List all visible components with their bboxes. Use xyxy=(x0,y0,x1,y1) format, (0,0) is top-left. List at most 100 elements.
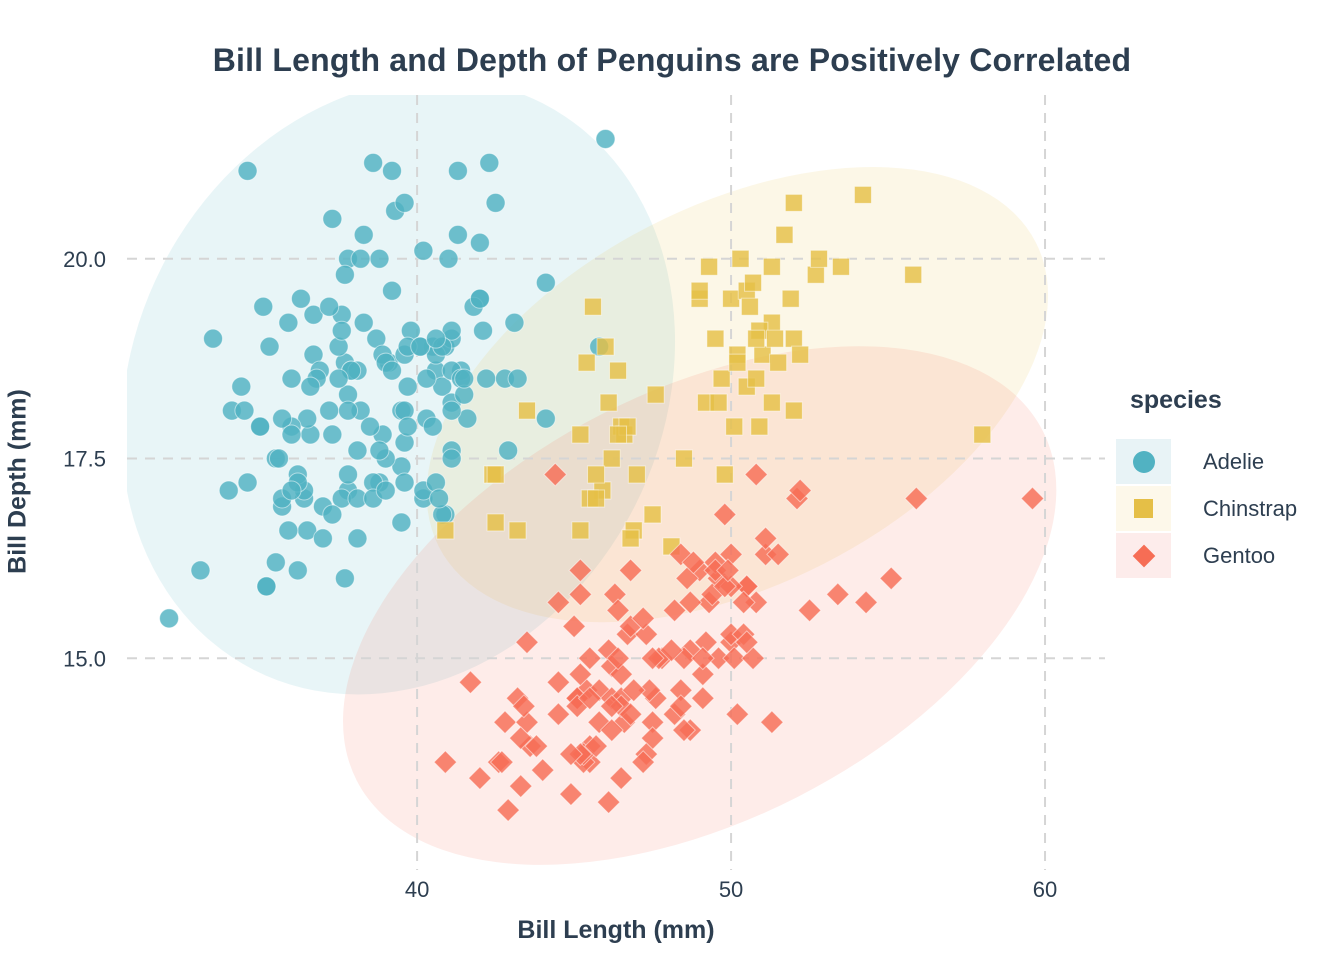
y-tick-label: 17.5 xyxy=(63,447,106,472)
adelie-point xyxy=(369,248,390,269)
adelie-point xyxy=(413,240,434,261)
gentoo-point xyxy=(879,566,904,591)
adelie-point xyxy=(290,288,311,309)
legend-key-gentoo xyxy=(1116,533,1171,578)
chinstrap-point xyxy=(791,345,810,364)
adelie-point xyxy=(438,248,459,269)
chinstrap-point xyxy=(766,329,785,348)
adelie-point xyxy=(278,312,299,333)
gentoo-point xyxy=(618,558,643,583)
adelie-point xyxy=(353,224,374,245)
chinstrap-point xyxy=(517,401,536,420)
chinstrap-point xyxy=(722,289,741,308)
gentoo-point xyxy=(609,662,634,687)
adelie-point xyxy=(507,368,528,389)
chinstrap-point xyxy=(750,417,769,436)
chinstrap-point xyxy=(747,329,766,348)
legend-label-gentoo: Gentoo xyxy=(1203,542,1276,568)
gentoo-point xyxy=(631,606,656,631)
tick-labels: 40 50 60 20.0 17.5 15.0 xyxy=(63,247,1057,902)
chinstrap-point xyxy=(609,425,628,444)
adelie-point xyxy=(281,480,302,501)
gentoo-point xyxy=(678,590,703,615)
chinstrap-point xyxy=(784,329,803,348)
chinstrap-point xyxy=(744,273,763,292)
adelie-point xyxy=(347,440,368,461)
gentoo-point xyxy=(690,686,715,711)
chinstrap-point xyxy=(831,257,850,276)
gentoo-point xyxy=(618,702,643,727)
gentoo-point xyxy=(759,710,784,735)
gentoo-point xyxy=(734,630,759,655)
adelie-point xyxy=(268,448,289,469)
adelie-point xyxy=(353,312,374,333)
gentoo-point xyxy=(546,590,571,615)
gentoo-point xyxy=(690,646,715,671)
adelie-point xyxy=(322,504,343,525)
gentoo-point xyxy=(640,646,665,671)
chinstrap-point xyxy=(643,505,662,524)
gentoo-point xyxy=(712,502,737,527)
adelie-point xyxy=(447,224,468,245)
adelie-point xyxy=(397,416,418,437)
chinstrap-point xyxy=(973,425,992,444)
scatter-points xyxy=(159,128,1045,823)
chinstrap-point xyxy=(609,361,628,380)
chinstrap-point xyxy=(583,297,602,316)
adelie-point xyxy=(429,488,450,509)
gentoo-point xyxy=(546,702,571,727)
gentoo-point xyxy=(734,574,759,599)
gentoo-point xyxy=(530,758,555,783)
gentoo-point xyxy=(562,614,587,639)
gentoo-point xyxy=(606,598,631,623)
chinstrap-point xyxy=(627,465,646,484)
gentoo-point xyxy=(668,694,693,719)
adelie-point xyxy=(328,368,349,389)
gentoo-point xyxy=(640,710,665,735)
adelie-point xyxy=(479,152,500,173)
gentoo-point xyxy=(433,750,458,775)
gentoo-point xyxy=(753,542,778,567)
chinstrap-point xyxy=(571,425,590,444)
adelie-point xyxy=(287,560,308,581)
gentoo-point xyxy=(634,622,659,647)
adelie-point xyxy=(272,408,293,429)
chinstrap-point xyxy=(769,353,788,372)
adelie-point xyxy=(237,472,258,493)
gentoo-point xyxy=(568,558,593,583)
gentoo-point xyxy=(577,646,602,671)
gentoo-series xyxy=(433,462,1045,823)
gentoo-point xyxy=(568,662,593,687)
adelie-point xyxy=(422,416,443,437)
gentoo-point xyxy=(637,678,662,703)
gentoo-point xyxy=(602,582,627,607)
gentoo-diamond-marker-icon xyxy=(1132,544,1155,567)
gentoo-point xyxy=(508,774,533,799)
gentoo-point xyxy=(904,486,929,511)
adelie-point xyxy=(391,512,412,533)
gentoo-point xyxy=(558,742,583,767)
chinstrap-square-marker-icon xyxy=(1134,499,1153,518)
adelie-point xyxy=(338,400,359,421)
chinstrap-point xyxy=(508,521,527,540)
adelie-point xyxy=(190,560,211,581)
chinstrap-point xyxy=(740,297,759,316)
gentoo-point xyxy=(715,558,740,583)
gentoo-point xyxy=(712,574,737,599)
adelie-point xyxy=(297,408,318,429)
adelie-point xyxy=(250,416,271,437)
chinstrap-point xyxy=(621,529,640,548)
legend-label-chinstrap: Chinstrap xyxy=(1203,495,1298,521)
legend-key-adelie xyxy=(1116,439,1171,484)
gentoo-point xyxy=(609,766,634,791)
adelie-point xyxy=(441,448,462,469)
adelie-point xyxy=(281,424,302,445)
gentoo-point xyxy=(467,766,492,791)
adelie-point xyxy=(469,232,490,253)
adelie-point xyxy=(535,408,556,429)
chinstrap-point xyxy=(747,369,766,388)
legend-label-adelie: Adelie xyxy=(1203,448,1265,474)
adelie-point xyxy=(203,328,224,349)
adelie-point xyxy=(454,368,475,389)
